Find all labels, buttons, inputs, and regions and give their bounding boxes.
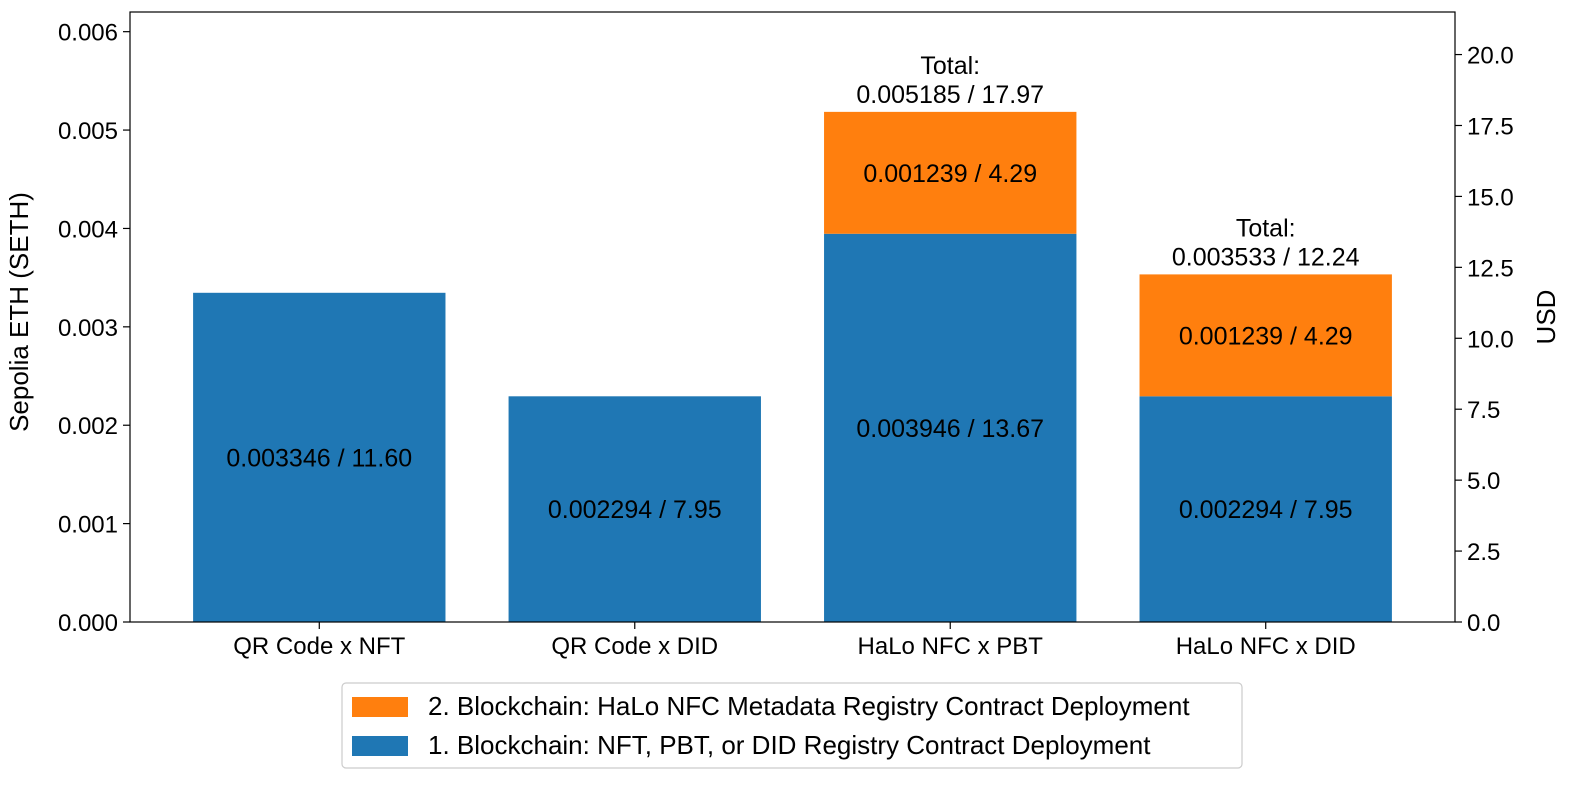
legend-label-series1: 1. Blockchain: NFT, PBT, or DID Registry… [428,730,1151,760]
y2-tick-label: 0.0 [1467,610,1500,637]
bar-series1-0 [193,292,446,622]
y-tick-label: 0.000 [58,610,118,637]
bar-value-label: 0.002294 / 7.95 [1179,496,1353,524]
y2-tick-label: 5.0 [1467,468,1500,495]
bar-value-label: 0.003946 / 13.67 [856,415,1044,443]
x-tick-label: QR Code x DID [551,633,718,660]
bar-value-label: 0.001239 / 4.29 [1179,322,1353,350]
total-heading: Total: [1236,214,1296,242]
y-axis-title: Sepolia ETH (SETH) [4,192,34,432]
bar-value-label: 0.002294 / 7.95 [548,496,722,524]
y2-tick-label: 15.0 [1467,184,1514,211]
x-tick-label: HaLo NFC x PBT [858,633,1044,660]
y-tick-label: 0.002 [58,413,118,440]
y2-tick-label: 20.0 [1467,43,1514,70]
total-value: 0.003533 / 12.24 [1172,243,1360,271]
bar-series2-3 [1139,274,1392,397]
legend-frame [341,682,1243,769]
axes-layer: 0.000 0.001 0.002 0.003 0.004 0.005 0.006 0.0 2.… [4,11,1561,660]
x-tick-label: HaLo NFC x DID [1176,633,1356,660]
y2-tick-label: 7.5 [1467,397,1500,424]
y2-axis-title: USD [1531,290,1561,345]
y2-tick-label: 10.0 [1467,326,1514,353]
bars-layer [193,111,1392,622]
y2-tick-label: 2.5 [1467,539,1500,566]
y2-tick-label: 17.5 [1467,113,1514,140]
y-tick-label: 0.004 [58,216,118,243]
legend-swatch-series1 [352,736,408,756]
bar-value-label: 0.001239 / 4.29 [863,160,1037,188]
legend: 2. Blockchain: HaLo NFC Metadata Registr… [341,682,1243,769]
y-tick-label: 0.006 [58,20,118,47]
plot-frame [129,11,1456,623]
total-value: 0.005185 / 17.97 [856,81,1044,109]
bar-series1-1 [508,396,761,622]
total-heading: Total: [920,52,980,80]
bar-value-label: 0.003346 / 11.60 [226,444,412,472]
legend-swatch-series2 [352,697,408,717]
y-tick-label: 0.001 [58,512,118,539]
bar-series1-2 [824,233,1077,622]
x-tick-label: QR Code x NFT [233,633,405,660]
bar-labels-layer: 0.003346 / 11.60 0.002294 / 7.95 0.003946 … [226,52,1359,524]
y-tick-label: 0.005 [58,118,118,145]
y2-tick-label: 12.5 [1467,255,1514,282]
bar-series2-2 [824,111,1077,234]
legend-label-series2: 2. Blockchain: HaLo NFC Metadata Registr… [428,691,1190,721]
y-tick-label: 0.003 [58,315,118,342]
bar-series1-3 [1139,396,1392,622]
